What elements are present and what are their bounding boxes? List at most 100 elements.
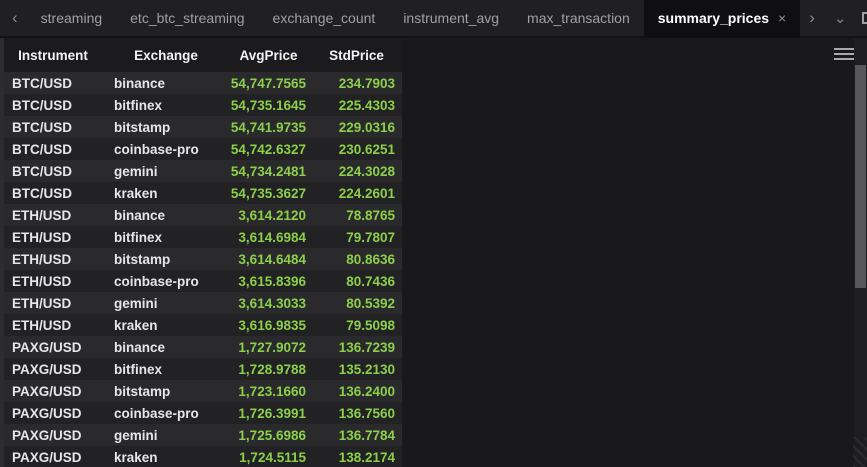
table-row[interactable]: ETH/USD kraken 3,616.9835 79.5098 [0,314,402,336]
cell-avg-price: 54,741.9735 [230,119,306,135]
cell-avg-price: 3,614.2120 [238,207,306,223]
cell-exchange: binance [114,75,166,91]
table-row[interactable]: PAXG/USD bitstamp 1,723.1660 136.2400 [0,380,402,402]
tabs-container: streaming etc_btc_streaming exchange_count… [27,0,801,38]
tab-label: streaming [40,10,103,26]
table-row[interactable]: BTC/USD bitstamp 54,741.9735 229.0316 [0,116,402,138]
cell-avg-price: 1,727.9072 [238,339,306,355]
cell-avg-price: 54,734.2481 [230,163,306,179]
cell-std-price: 136.7560 [338,405,395,421]
cell-std-price: 224.3028 [338,163,395,179]
cell-instrument: BTC/USD [12,185,72,201]
cell-avg-price: 1,726.3991 [238,405,306,421]
tab-instrument_avg[interactable]: instrument_avg [389,0,513,36]
cell-exchange: bitstamp [114,119,171,135]
table-row[interactable]: PAXG/USD gemini 1,725.6986 136.7784 [0,424,402,446]
tabs-scroll-left-icon[interactable]: ‹ [12,8,18,27]
cell-std-price: 78.8765 [346,207,395,223]
cell-std-price: 135.2130 [338,361,395,377]
table-row[interactable]: BTC/USD kraken 54,735.3627 224.2601 [0,182,402,204]
tab-label: max_transaction [527,10,630,26]
tab-label: summary_prices [657,10,770,26]
cell-std-price: 229.0316 [338,119,395,135]
cell-instrument: ETH/USD [12,207,72,223]
cell-instrument: PAXG/USD [12,427,82,443]
tab-label: etc_btc_streaming [130,10,245,26]
tabs-scroll-right-icon[interactable]: › [809,8,815,27]
scrollbar-thumb[interactable] [855,65,866,288]
cell-instrument: PAXG/USD [12,339,82,355]
tab-streaming[interactable]: streaming [27,0,116,36]
cell-exchange: gemini [114,295,158,311]
cell-std-price: 136.7239 [338,339,395,355]
tab-label: exchange_count [272,10,376,26]
cell-instrument: PAXG/USD [12,449,82,465]
tab-summary_prices[interactable]: summary_prices × [643,0,801,38]
cell-instrument: ETH/USD [12,317,72,333]
cell-instrument: BTC/USD [12,119,72,135]
table-row[interactable]: PAXG/USD coinbase-pro 1,726.3991 136.7560 [0,402,402,424]
cell-exchange: binance [114,207,166,223]
table-row[interactable]: PAXG/USD binance 1,727.9072 136.7239 [0,336,402,358]
tab-label: instrument_avg [403,10,500,26]
cell-std-price: 225.4303 [338,97,395,113]
cell-avg-price: 3,614.3033 [238,295,306,311]
tab-close-icon[interactable]: × [778,10,787,26]
table-row[interactable]: BTC/USD coinbase-pro 54,742.6327 230.6251 [0,138,402,160]
tab-bar: ‹ streaming etc_btc_streaming exchange_cou… [0,0,867,38]
cell-exchange: bitfinex [114,361,163,377]
results-area: Instrument Exchange AvgPrice StdPrice BTC/U… [0,38,867,467]
cell-std-price: 138.2174 [338,449,395,465]
vertical-scrollbar[interactable] [854,38,867,467]
cell-instrument: BTC/USD [12,97,72,113]
cell-exchange: bitstamp [114,383,171,399]
cell-std-price: 79.7807 [346,229,395,245]
table-row[interactable]: BTC/USD binance 54,747.7565 234.7903 [0,72,402,94]
tab-etc_btc_streaming[interactable]: etc_btc_streaming [116,0,258,36]
cell-instrument: BTC/USD [12,75,72,91]
tab-exchange_count[interactable]: exchange_count [259,0,390,36]
cell-std-price: 136.2400 [338,383,395,399]
results-table: Instrument Exchange AvgPrice StdPrice BTC/U… [0,38,402,467]
cell-instrument: ETH/USD [12,273,72,289]
cell-avg-price: 54,735.3627 [230,185,306,201]
menu-icon[interactable] [834,45,854,63]
cell-avg-price: 54,742.6327 [230,141,306,157]
cell-avg-price: 54,747.7565 [230,75,306,91]
table-row[interactable]: PAXG/USD bitfinex 1,728.9788 135.2130 [0,358,402,380]
cell-instrument: BTC/USD [12,163,72,179]
column-header-exchange[interactable]: Exchange [134,47,198,63]
column-header-std-price[interactable]: StdPrice [329,47,384,63]
tab-max_transaction[interactable]: max_transaction [513,0,644,36]
cell-avg-price: 3,614.6984 [238,229,306,245]
table-row[interactable]: ETH/USD bitstamp 3,614.6484 80.8636 [0,248,402,270]
cell-std-price: 234.7903 [338,75,395,91]
window-maximize-icon[interactable] [862,12,867,24]
table-row[interactable]: ETH/USD gemini 3,614.3033 80.5392 [0,292,402,314]
table-row[interactable]: PAXG/USD kraken 1,724.5115 138.2174 [0,446,402,467]
cell-exchange: binance [114,339,166,355]
cell-exchange: bitstamp [114,251,171,267]
table-row[interactable]: ETH/USD coinbase-pro 3,615.8396 80.7436 [0,270,402,292]
cell-instrument: ETH/USD [12,251,72,267]
cell-exchange: coinbase-pro [114,141,199,157]
cell-std-price: 80.5392 [346,295,395,311]
table-row[interactable]: BTC/USD gemini 54,734.2481 224.3028 [0,160,402,182]
cell-exchange: kraken [114,185,158,201]
cell-avg-price: 3,614.6484 [238,251,306,267]
cell-instrument: PAXG/USD [12,361,82,377]
table-row[interactable]: ETH/USD binance 3,614.2120 78.8765 [0,204,402,226]
tabs-dropdown-icon[interactable]: ⌄ [833,10,847,27]
cell-std-price: 80.8636 [346,251,395,267]
tab-bar-right-controls: › ⌄ [800,0,867,36]
table-row[interactable]: ETH/USD bitfinex 3,614.6984 79.7807 [0,226,402,248]
table-row[interactable]: BTC/USD bitfinex 54,735.1645 225.4303 [0,94,402,116]
column-header-instrument[interactable]: Instrument [18,47,88,63]
column-header-avg-price[interactable]: AvgPrice [239,47,298,63]
cell-exchange: gemini [114,427,158,443]
cell-std-price: 80.7436 [346,273,395,289]
resize-grip-icon[interactable] [853,437,867,467]
cell-avg-price: 3,615.8396 [238,273,306,289]
cell-exchange: kraken [114,449,158,465]
